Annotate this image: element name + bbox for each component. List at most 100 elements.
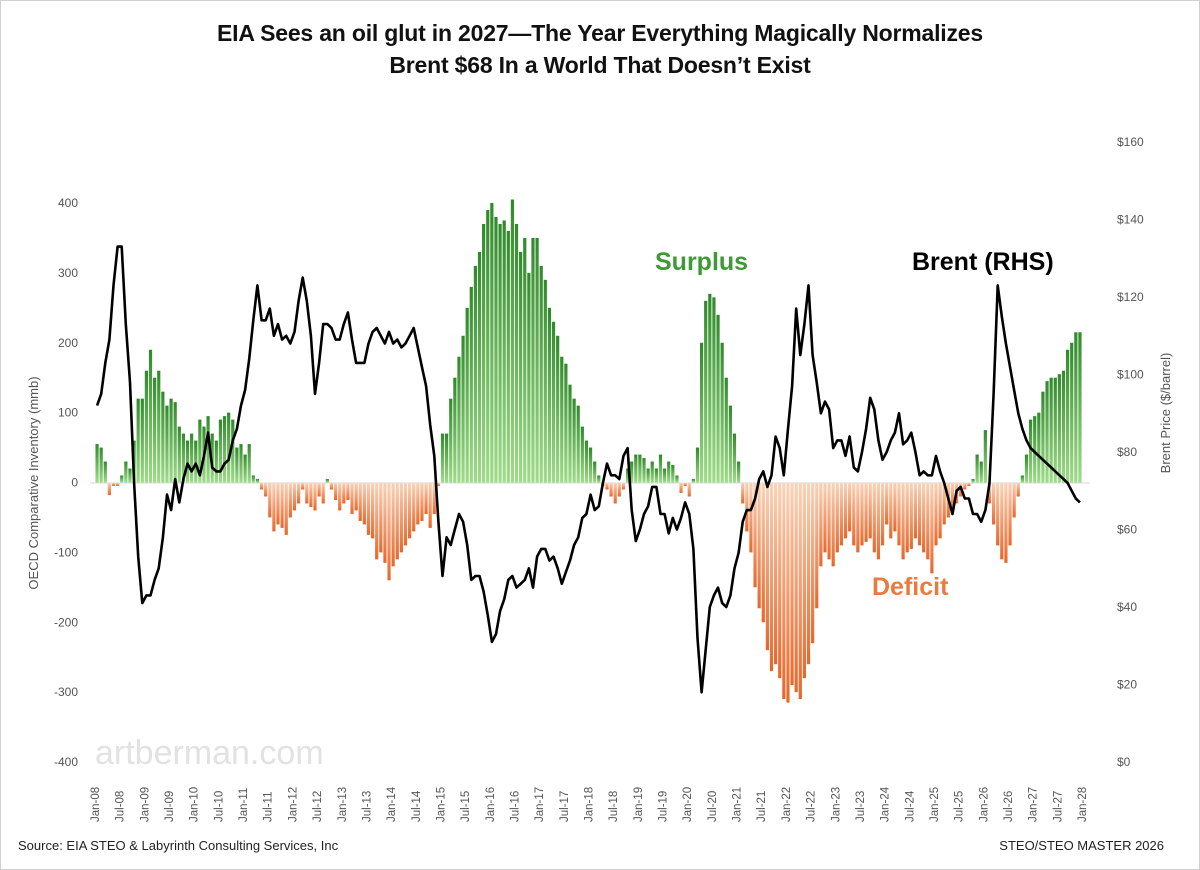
- inventory-bar: [206, 416, 210, 483]
- inventory-bar: [144, 370, 149, 483]
- inventory-bar: [708, 293, 712, 483]
- inventory-bar: [222, 416, 227, 483]
- x-tick-label: Jan-15: [435, 787, 447, 822]
- inventory-bar: [239, 444, 243, 483]
- inventory-bar: [185, 440, 190, 483]
- inventory-bar: [621, 482, 626, 490]
- left-tick-label: 300: [58, 266, 78, 280]
- inventory-bar: [683, 482, 687, 486]
- inventory-bar: [737, 461, 741, 483]
- x-tick-label: Jan-22: [781, 787, 793, 822]
- inventory-bar: [745, 482, 749, 532]
- inventory-bar: [1053, 377, 1057, 483]
- x-tick-label: Jan-13: [337, 787, 349, 822]
- inventory-bar: [399, 482, 403, 553]
- right-tick-label: $0: [1117, 755, 1131, 769]
- inventory-bar: [671, 465, 675, 483]
- inventory-bar: [375, 482, 379, 560]
- x-tick-label: Jan-28: [1077, 787, 1089, 822]
- inventory-bar: [971, 479, 975, 483]
- inventory-bar: [321, 482, 325, 504]
- inventory-bar: [556, 335, 560, 483]
- inventory-bar: [749, 482, 753, 553]
- x-tick-label: Jan-25: [929, 787, 941, 822]
- inventory-bar: [440, 433, 445, 483]
- inventory-bar: [1012, 482, 1016, 518]
- inventory-bar: [420, 482, 424, 521]
- inventory-bar: [876, 482, 881, 560]
- inventory-bar: [720, 342, 724, 483]
- inventory-bar: [99, 447, 103, 483]
- inventory-bar: [646, 468, 650, 483]
- inventory-bar: [539, 265, 543, 483]
- inventory-bar: [827, 482, 831, 560]
- right-tick-label: $140: [1117, 213, 1144, 227]
- inventory-bar: [1049, 377, 1053, 483]
- inventory-bar: [798, 482, 802, 700]
- right-axis-label: Brent Price ($/barrel): [1158, 353, 1173, 474]
- x-tick-label: Jul-16: [510, 791, 522, 822]
- inventory-bar: [140, 398, 144, 483]
- x-tick-label: Jul-27: [1052, 791, 1064, 822]
- inventory-bar: [1016, 482, 1020, 497]
- inventory-bar: [169, 398, 173, 483]
- inventory-bar: [535, 237, 539, 483]
- inventory-bar: [255, 479, 260, 483]
- inventory-bar: [917, 482, 922, 546]
- x-tick-label: Jul-13: [361, 791, 373, 822]
- inventory-bar: [342, 482, 346, 504]
- inventory-bar: [819, 482, 823, 567]
- inventory-bar: [560, 356, 564, 483]
- inventory-bar: [699, 342, 704, 483]
- inventory-bar: [551, 321, 556, 483]
- inventory-bar: [584, 440, 589, 483]
- inventory-bar: [893, 482, 897, 532]
- inventory-bar: [264, 482, 268, 497]
- inventory-bar: [1004, 482, 1008, 563]
- x-tick-label: Jan-17: [534, 787, 546, 822]
- inventory-bar: [625, 468, 630, 483]
- inventory-bar: [272, 482, 276, 532]
- inventory-bar: [909, 482, 913, 549]
- x-tick-label: Jan-11: [238, 788, 250, 822]
- inventory-bar: [161, 391, 165, 483]
- inventory-bar: [502, 220, 506, 483]
- inventory-bar: [177, 426, 181, 483]
- inventory-bar: [111, 482, 116, 486]
- inventory-bar: [856, 482, 860, 553]
- inventory-bar: [329, 482, 334, 490]
- inventory-bar: [514, 223, 519, 483]
- inventory-bar: [667, 461, 671, 483]
- inventory-bar: [724, 377, 728, 483]
- inventory-bar: [790, 482, 794, 686]
- inventory-bar: [449, 398, 453, 483]
- inventory-bar: [811, 482, 815, 644]
- inventory-bar: [728, 405, 732, 483]
- x-tick-label: Jul-15: [460, 791, 472, 822]
- inventory-bar: [358, 482, 362, 521]
- x-tick-label: Jan-27: [1028, 787, 1040, 822]
- inventory-bar: [852, 482, 856, 546]
- inventory-bar: [235, 447, 239, 483]
- x-tick-label: Jan-20: [682, 787, 694, 822]
- x-tick-label: Jan-09: [139, 787, 151, 822]
- left-tick-label: -100: [54, 545, 78, 559]
- inventory-bar: [333, 482, 338, 500]
- inventory-bar: [498, 223, 502, 483]
- inventory-bar: [124, 461, 128, 483]
- inventory-bar: [897, 482, 901, 546]
- right-tick-label: $40: [1117, 600, 1137, 614]
- inventory-bar: [395, 482, 399, 560]
- inventory-bar: [835, 482, 839, 553]
- inventory-bar: [383, 482, 387, 563]
- inventory-bar: [506, 230, 510, 483]
- inventory-bar: [379, 482, 383, 553]
- inventory-bar: [157, 370, 161, 483]
- inventory-bar: [593, 461, 597, 483]
- inventory-bar: [839, 482, 844, 546]
- x-tick-label: Jan-21: [732, 787, 744, 822]
- inventory-bar: [486, 209, 490, 483]
- inventory-bar: [588, 447, 593, 483]
- inventory-bar: [634, 454, 638, 483]
- inventory-bar: [1041, 391, 1045, 483]
